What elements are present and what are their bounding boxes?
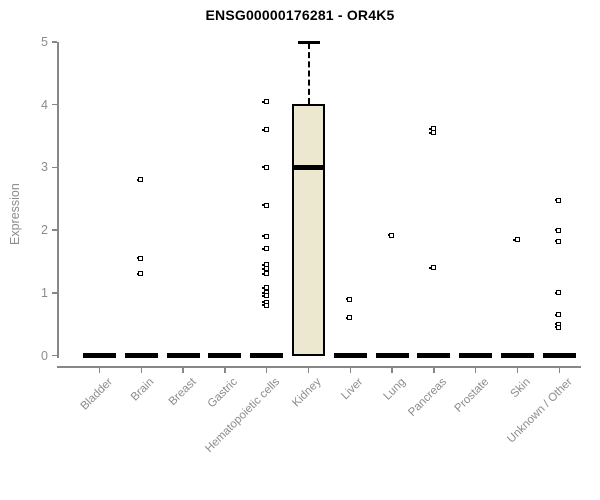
outlier-point-hematopoietic-cells [262, 302, 269, 308]
outlier-point-liver [345, 315, 353, 321]
outlier-point-brain [136, 255, 144, 261]
x-tick-label: Gastric [206, 376, 241, 411]
outlier-point-hematopoietic-cells [262, 127, 269, 133]
y-axis-tick [52, 229, 57, 231]
y-axis-tick [52, 166, 57, 169]
chart-title: ENSG00000176281 - OR4K5 [205, 7, 395, 23]
outlier-point-skin [513, 237, 520, 242]
outlier-point-unknown-other [554, 197, 562, 203]
x-tick-label: Liver [339, 376, 366, 403]
y-tick-label: 3 [41, 160, 48, 175]
x-axis-tick [349, 367, 352, 373]
outlier-point-hematopoietic-cells [262, 99, 269, 105]
y-axis-tick [52, 292, 57, 294]
outlier-point-unknown-other [554, 290, 562, 296]
x-axis-tick [140, 367, 143, 373]
outlier-point-hematopoietic-cells [262, 271, 269, 277]
x-axis-tick [98, 367, 101, 373]
x-tick-label: Prostate [452, 376, 492, 415]
x-tick-label: Hematopoietic cells [203, 376, 283, 455]
x-tick-label: Bladder [78, 376, 115, 413]
zero-box-lung [375, 353, 409, 358]
box-kidney [292, 103, 325, 357]
outlier-point-hematopoietic-cells [262, 266, 269, 272]
x-axis-tick [265, 367, 268, 373]
zero-box-skin [501, 353, 534, 358]
x-tick-label: Kidney [290, 376, 324, 410]
outlier-point-brain [136, 177, 144, 183]
zero-box-pancreas [417, 353, 451, 358]
y-tick-label: 4 [41, 97, 48, 112]
x-axis-tick [474, 367, 477, 373]
x-axis-tick [182, 367, 184, 373]
zero-box-breast [166, 353, 200, 358]
y-axis-tick [52, 354, 57, 357]
outlier-point-hematopoietic-cells [262, 233, 269, 239]
outlier-point-hematopoietic-cells [262, 164, 269, 170]
x-axis-tick [307, 367, 310, 373]
y-axis-tick [52, 103, 57, 106]
x-axis-tick [516, 367, 519, 373]
outlier-point-unknown-other [554, 238, 562, 244]
x-tick-label: Breast [166, 376, 199, 408]
x-tick-label: Lung [381, 376, 408, 403]
x-axis-tick [224, 367, 226, 373]
x-tick-label: Pancreas [406, 376, 450, 419]
y-axis-line [57, 42, 59, 358]
outlier-point-lung [387, 232, 395, 238]
outlier-point-hematopoietic-cells [262, 293, 269, 299]
outlier-point-unknown-other [554, 312, 562, 318]
outlier-point-unknown-other [554, 324, 562, 330]
y-tick-label: 2 [41, 223, 48, 238]
zero-box-liver [333, 353, 367, 358]
zero-box-gastric [208, 353, 242, 358]
zero-box-brain [124, 353, 158, 358]
outlier-point-unknown-other [554, 227, 562, 233]
x-axis-line [57, 366, 581, 368]
y-axis-tick [52, 41, 57, 43]
y-tick-label: 5 [41, 35, 48, 49]
outlier-point-brain [136, 271, 144, 277]
zero-box-prostate [459, 353, 493, 358]
x-axis-tick [558, 367, 561, 373]
outlier-point-liver [345, 296, 353, 302]
median-kidney [294, 164, 323, 170]
zero-box-hematopoietic-cells [250, 353, 284, 358]
outlier-point-hematopoietic-cells [262, 285, 269, 291]
zero-box-bladder [83, 353, 116, 358]
whisker-upper-kidney [307, 43, 310, 104]
outlier-point-hematopoietic-cells [262, 246, 269, 252]
whisker-cap-kidney [297, 40, 320, 44]
y-tick-label: 0 [41, 348, 48, 363]
outlier-point-pancreas [429, 130, 436, 136]
x-tick-label: Skin [508, 376, 533, 401]
y-tick-label: 1 [41, 285, 48, 300]
x-tick-label: Brain [129, 376, 157, 404]
x-axis-tick [433, 367, 435, 373]
x-axis-tick [391, 367, 393, 373]
outlier-point-hematopoietic-cells [262, 202, 269, 208]
outlier-point-pancreas [429, 265, 436, 271]
zero-box-unknown-other [542, 353, 576, 358]
